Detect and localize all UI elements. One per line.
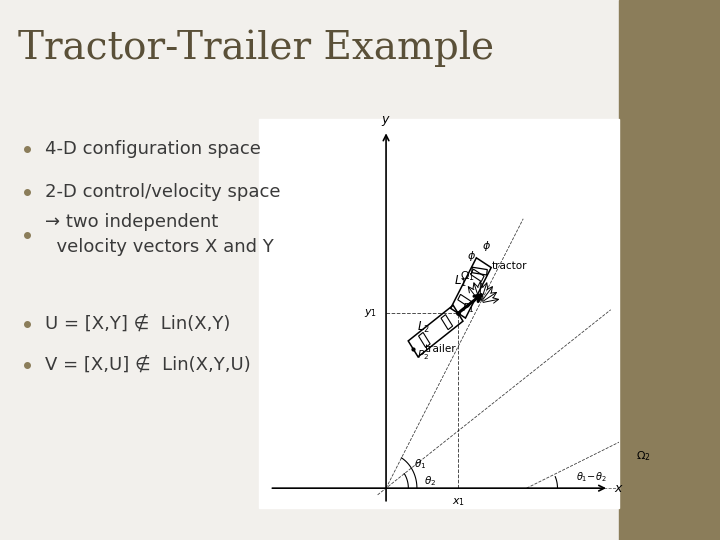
- Text: $\theta_2$: $\theta_2$: [425, 475, 436, 488]
- Text: $x$: $x$: [614, 482, 624, 495]
- Text: $P_1$: $P_1$: [462, 301, 474, 315]
- Text: 4-D configuration space: 4-D configuration space: [45, 139, 261, 158]
- Bar: [259, 119, 619, 508]
- Text: $x_1$: $x_1$: [451, 496, 464, 508]
- Text: tractor: tractor: [491, 260, 527, 271]
- Text: $y_1$: $y_1$: [364, 307, 377, 319]
- Text: $\phi$: $\phi$: [482, 239, 491, 253]
- Text: $\phi$: $\phi$: [467, 249, 477, 264]
- Text: U = [X,Y] ∉  Lin(X,Y): U = [X,Y] ∉ Lin(X,Y): [45, 315, 230, 333]
- Text: $y$: $y$: [381, 114, 391, 127]
- Text: → two independent
  velocity vectors X and Y: → two independent velocity vectors X and…: [45, 213, 274, 256]
- Text: $L_1$: $L_1$: [454, 274, 467, 289]
- Text: $\theta_1\!-\!\theta_2$: $\theta_1\!-\!\theta_2$: [576, 470, 607, 484]
- Text: $L_2$: $L_2$: [417, 320, 430, 335]
- Text: trailer: trailer: [425, 344, 456, 354]
- Text: Tractor-Trailer Example: Tractor-Trailer Example: [18, 30, 494, 67]
- Text: V = [X,U] ∉  Lin(X,Y,U): V = [X,U] ∉ Lin(X,Y,U): [45, 355, 251, 374]
- Text: $\theta_1$: $\theta_1$: [415, 457, 427, 470]
- Text: $\Omega_2$: $\Omega_2$: [636, 449, 651, 463]
- Text: 2-D control/velocity space: 2-D control/velocity space: [45, 183, 281, 201]
- Text: $\Omega_1$: $\Omega_1$: [460, 269, 474, 284]
- Bar: [619, 0, 720, 540]
- Text: $P_2$: $P_2$: [417, 349, 428, 362]
